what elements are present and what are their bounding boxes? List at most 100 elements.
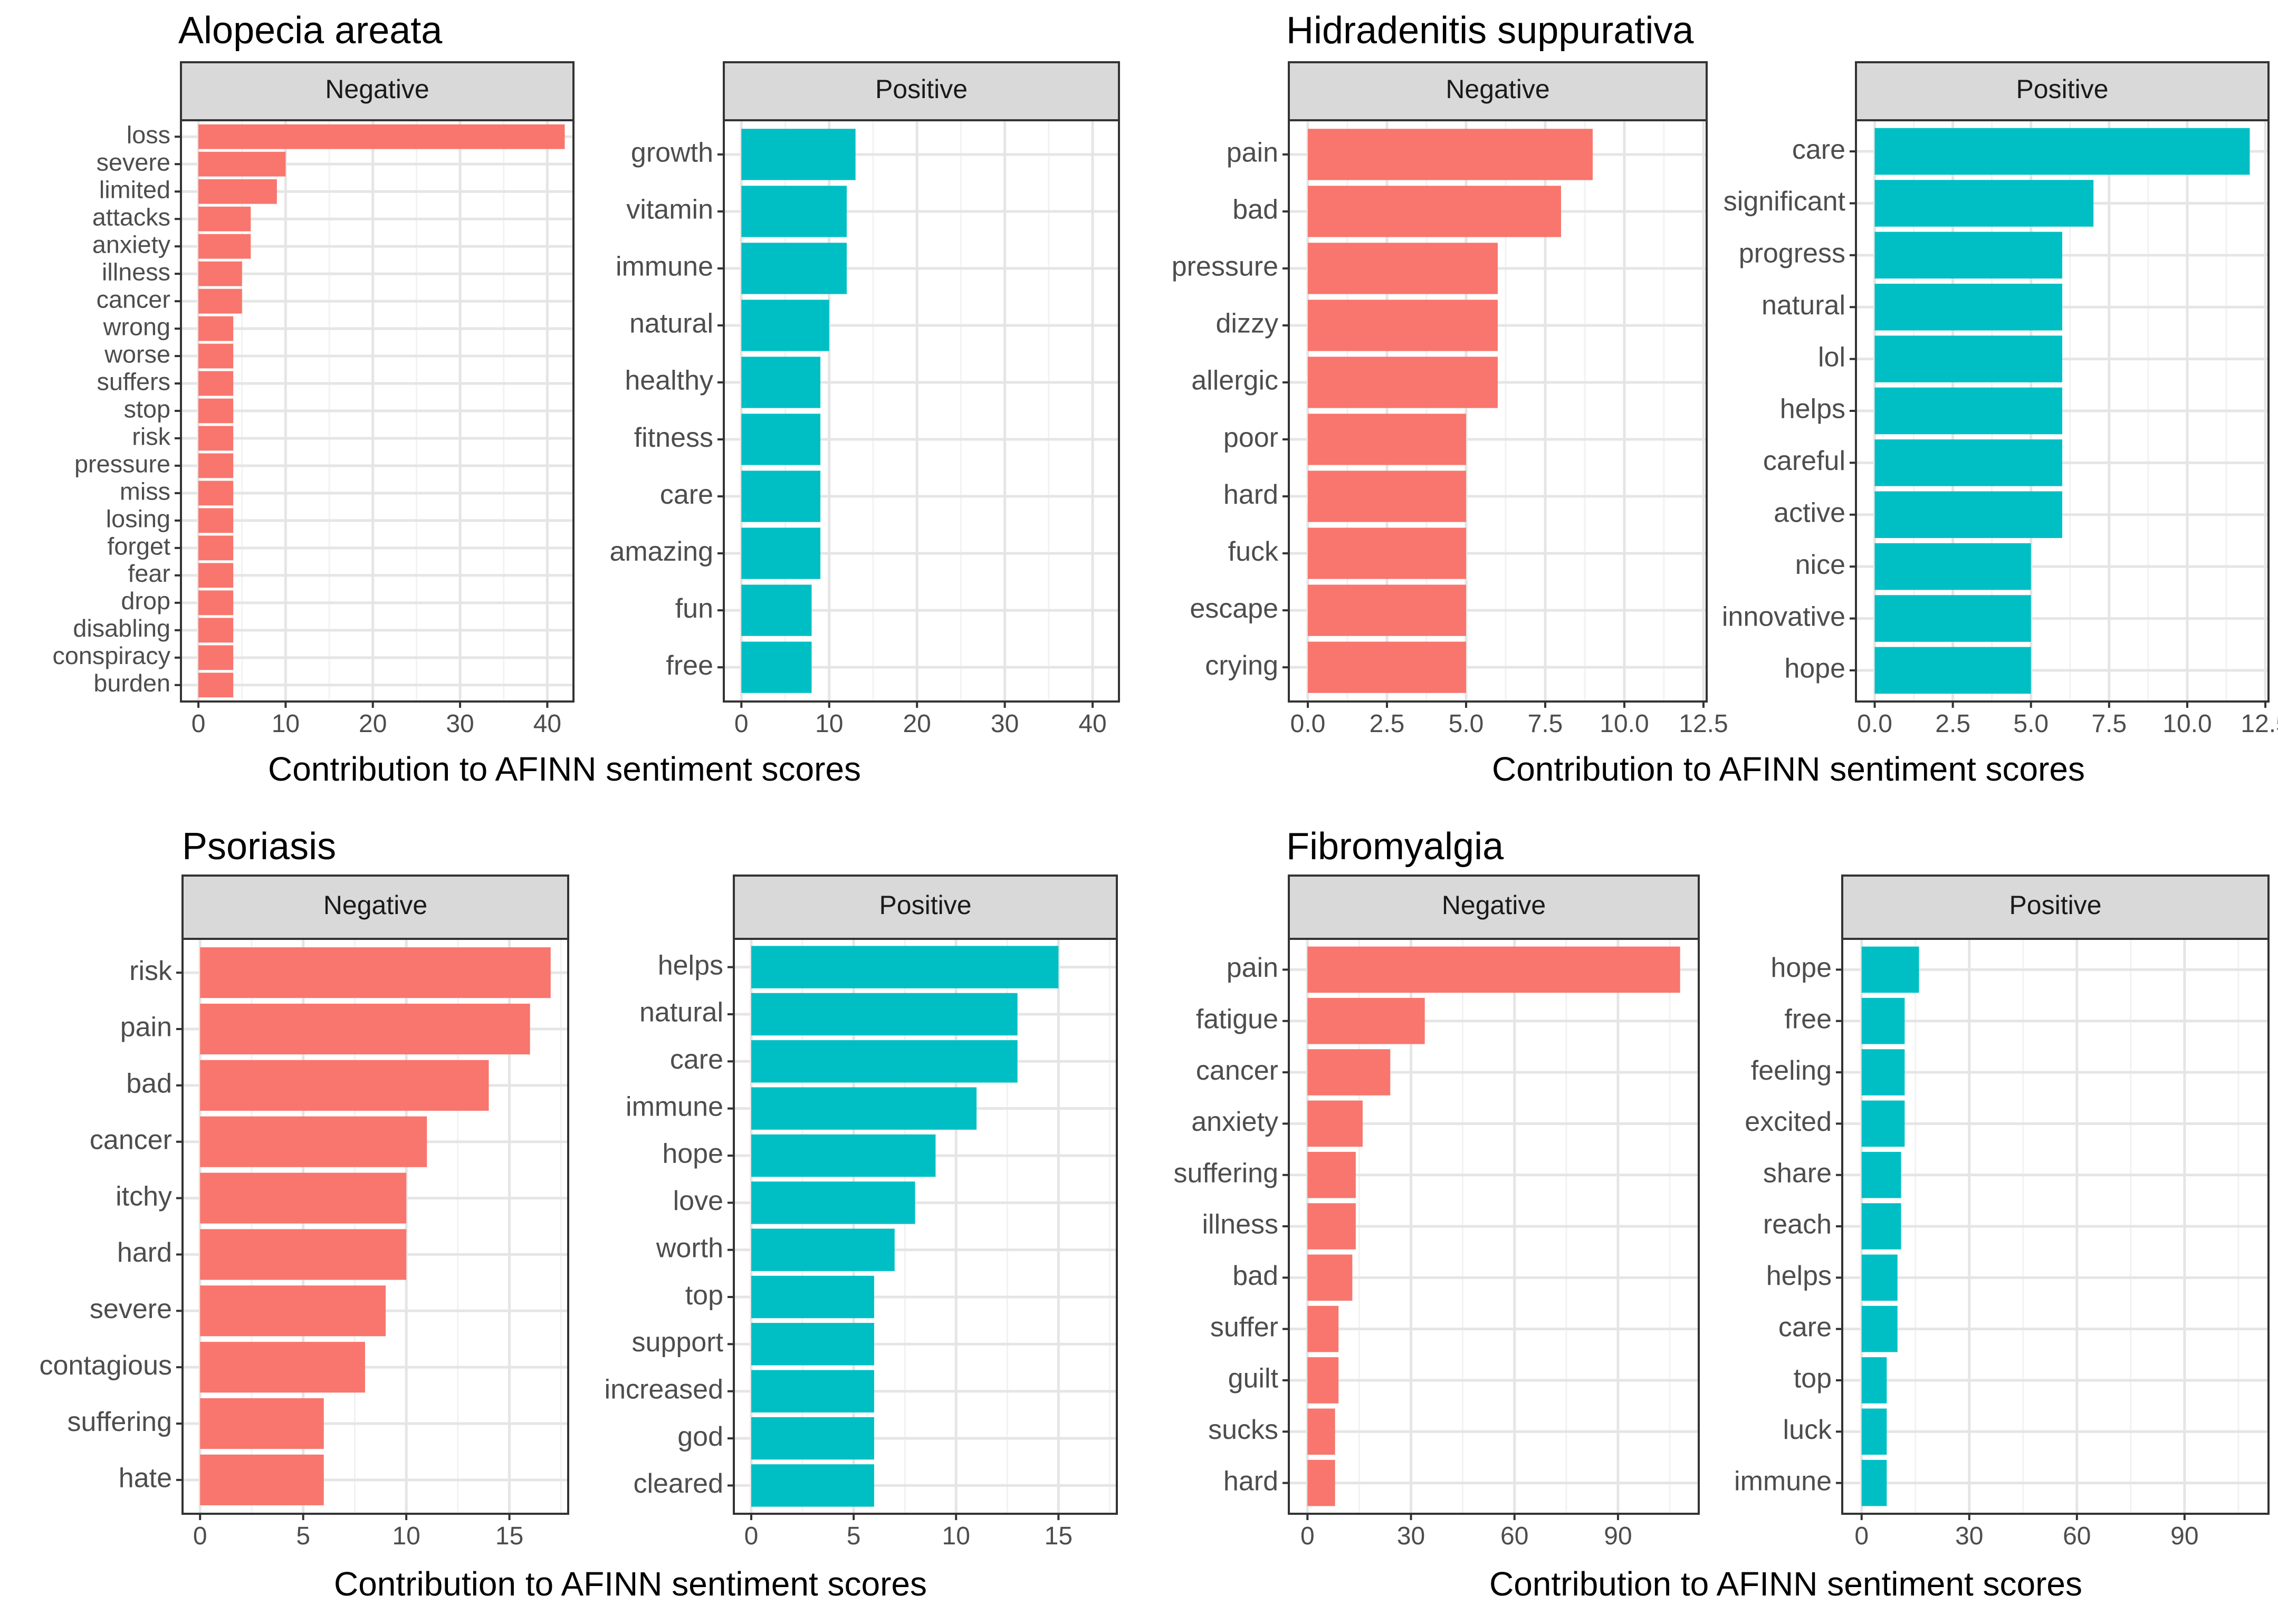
bar-severe	[198, 151, 286, 177]
bar-care	[1861, 1305, 1898, 1352]
bar-wrong	[198, 316, 234, 341]
bar-miss	[198, 481, 234, 506]
bar-anxiety	[198, 234, 251, 259]
y-tick-label: immune	[626, 1091, 723, 1122]
y-tick-label: disabling	[73, 614, 170, 642]
bar-hard	[1308, 470, 1466, 522]
y-tick-label: burden	[93, 669, 170, 697]
bar-helps	[751, 946, 1059, 988]
y-tick-label: limited	[99, 176, 170, 204]
y-tick-label: careful	[1763, 446, 1845, 476]
y-tick-label: attacks	[92, 203, 170, 230]
bar-feeling	[1861, 1049, 1905, 1096]
y-tick-label: natural	[639, 997, 723, 1028]
bar-care	[751, 1040, 1018, 1083]
x-tick-label: 30	[1955, 1522, 1983, 1550]
y-tick-label: increased	[605, 1374, 723, 1405]
x-tick-label: 2.5	[1370, 710, 1405, 738]
y-tick-label: lol	[1818, 342, 1845, 372]
bar-healthy	[741, 357, 821, 408]
bar-god	[751, 1417, 874, 1460]
bar-fatigue	[1307, 997, 1425, 1044]
y-tick-label: wrong	[103, 313, 170, 340]
y-tick-label: contagious	[39, 1350, 172, 1381]
x-tick-label: 0.0	[1857, 710, 1892, 738]
chart-title: Alopecia areata	[178, 9, 443, 52]
facet-strip-label: Negative	[1442, 890, 1546, 920]
y-tick-label: hard	[117, 1237, 172, 1268]
bar-cancer	[200, 1116, 427, 1167]
bar-excited	[1861, 1100, 1905, 1147]
bar-free	[1861, 997, 1905, 1044]
facet-strip-label: Positive	[2016, 74, 2108, 104]
bar-top	[751, 1275, 874, 1319]
y-tick-label: guilt	[1228, 1363, 1279, 1394]
y-tick-label: luck	[1783, 1415, 1832, 1445]
y-tick-label: severe	[90, 1294, 172, 1324]
chart-fibromyalgia: Fibromyalgia pain fatigue cancer anxiety suff…	[1173, 825, 2270, 1603]
y-tick-label: healthy	[625, 366, 713, 396]
x-axis-title: Contribution to AFINN sentiment scores	[268, 750, 861, 788]
x-tick-label: 10	[942, 1522, 970, 1550]
panel-negative: pain fatigue cancer anxiety suffering illness…	[1173, 875, 1700, 1550]
y-tick-label: risk	[132, 422, 170, 450]
bar-losing	[198, 508, 234, 533]
panel-positive: growth vitamin immune natural healthy fitness…	[609, 61, 1120, 738]
y-tick-label: illness	[102, 258, 170, 285]
x-tick-label: 5.0	[1449, 710, 1484, 738]
bar-increased	[751, 1370, 874, 1412]
y-tick-label: innovative	[1722, 601, 1845, 632]
y-tick-label: cancer	[97, 285, 170, 313]
x-tick-label: 10.0	[2162, 710, 2212, 738]
y-tick-label: immune	[616, 252, 713, 282]
chart-hidradenitis-suppurativa: Hidradenitis suppurativa pain bad pressure d…	[1172, 9, 2278, 788]
facet-strip	[733, 875, 1118, 940]
facet-strip	[180, 61, 575, 121]
y-tick-label: forget	[107, 532, 170, 560]
bar-immune	[741, 243, 847, 294]
panel-negative: lossseverelimitedattacksanxietyillnessca…	[52, 61, 575, 738]
x-tick-label: 20	[359, 710, 387, 738]
x-tick-label: 15	[495, 1522, 523, 1550]
y-tick-label: suffer	[1210, 1312, 1278, 1342]
y-tick-label: fatigue	[1196, 1004, 1278, 1034]
bar-stop	[198, 398, 234, 424]
y-tick-label: fear	[128, 560, 170, 587]
y-tick-label: poor	[1223, 422, 1278, 453]
bar-cancer	[198, 289, 242, 314]
bar-hate	[200, 1454, 324, 1505]
x-tick-label: 30	[446, 710, 474, 738]
bar-fuck	[1308, 527, 1466, 579]
bar-severe	[200, 1285, 386, 1337]
bar-fun	[741, 584, 812, 636]
y-tick-label: free	[1784, 1004, 1832, 1034]
bar-careful	[1874, 439, 2062, 486]
y-tick-label: reach	[1763, 1209, 1832, 1240]
bar-hard	[200, 1229, 407, 1280]
bar-risk	[198, 426, 234, 451]
x-axis-title: Contribution to AFINN sentiment scores	[334, 1565, 927, 1603]
bar-bad	[1308, 186, 1561, 237]
x-tick-label: 60	[1500, 1522, 1528, 1550]
bar-love	[751, 1181, 915, 1224]
bar-pressure	[1308, 243, 1498, 294]
x-tick-label: 40	[533, 710, 561, 738]
x-axis-title: Contribution to AFINN sentiment scores	[1492, 750, 2085, 788]
x-tick-label: 5	[847, 1522, 861, 1550]
bar-share	[1861, 1151, 1901, 1198]
y-tick-label: crying	[1205, 650, 1278, 681]
facet-strip-label: Positive	[879, 890, 971, 920]
bar-hope	[751, 1134, 936, 1177]
x-tick-label: 5	[296, 1522, 310, 1550]
facet-strip-label: Negative	[323, 890, 427, 920]
bar-attacks	[198, 206, 251, 232]
y-tick-label: fun	[675, 593, 713, 624]
x-tick-label: 10	[392, 1522, 420, 1550]
bar-crying	[1308, 641, 1466, 693]
facet-strip	[1841, 875, 2270, 940]
bar-helps	[1861, 1254, 1898, 1301]
y-tick-label: allergic	[1191, 366, 1278, 396]
y-tick-label: pressure	[74, 450, 170, 477]
y-tick-label: active	[1774, 498, 1845, 528]
bar-lol	[1874, 335, 2062, 382]
